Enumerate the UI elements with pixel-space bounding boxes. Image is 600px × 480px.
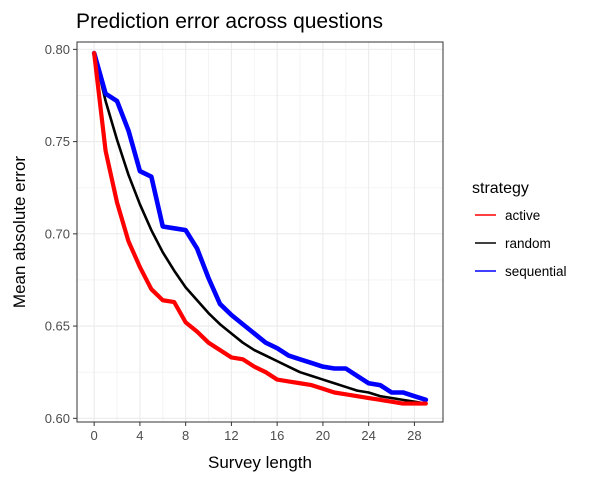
legend-label-random: random xyxy=(505,236,551,251)
series-line-random xyxy=(92,51,428,405)
x-tick-label: 28 xyxy=(407,428,421,443)
x-tick-label: 0 xyxy=(91,428,98,443)
y-axis-title: Mean absolute error xyxy=(10,156,29,308)
legend-label-sequential: sequential xyxy=(505,264,567,279)
legend-label-active: active xyxy=(505,208,540,223)
y-tick-label: 0.65 xyxy=(45,319,70,334)
x-tick-label: 24 xyxy=(361,428,375,443)
x-tick-label: 12 xyxy=(224,428,238,443)
plot-panel xyxy=(76,41,444,423)
x-axis: 0 4 8 12 16 20 24 28 xyxy=(91,422,422,443)
series-lines xyxy=(91,50,429,406)
x-tick-label: 16 xyxy=(270,428,284,443)
y-tick-label: 0.60 xyxy=(45,411,70,426)
x-axis-title: Survey length xyxy=(208,453,312,472)
plot-panel-border xyxy=(76,41,444,423)
legend-title: strategy xyxy=(472,180,529,197)
x-tick-label: 8 xyxy=(182,428,189,443)
legend-items: active random sequential xyxy=(475,208,567,279)
series-line-sequential xyxy=(91,50,429,403)
y-tick-label: 0.75 xyxy=(45,134,70,149)
chart-title: Prediction error across questions xyxy=(76,10,383,33)
legend: strategy active random sequential xyxy=(472,180,567,279)
y-tick-label: 0.80 xyxy=(45,42,70,57)
series-line-active xyxy=(92,50,428,406)
y-axis: 0.60 0.65 0.70 0.75 0.80 xyxy=(45,42,77,426)
x-tick-label: 4 xyxy=(136,428,143,443)
x-tick-label: 20 xyxy=(316,428,330,443)
y-tick-label: 0.70 xyxy=(45,226,70,241)
